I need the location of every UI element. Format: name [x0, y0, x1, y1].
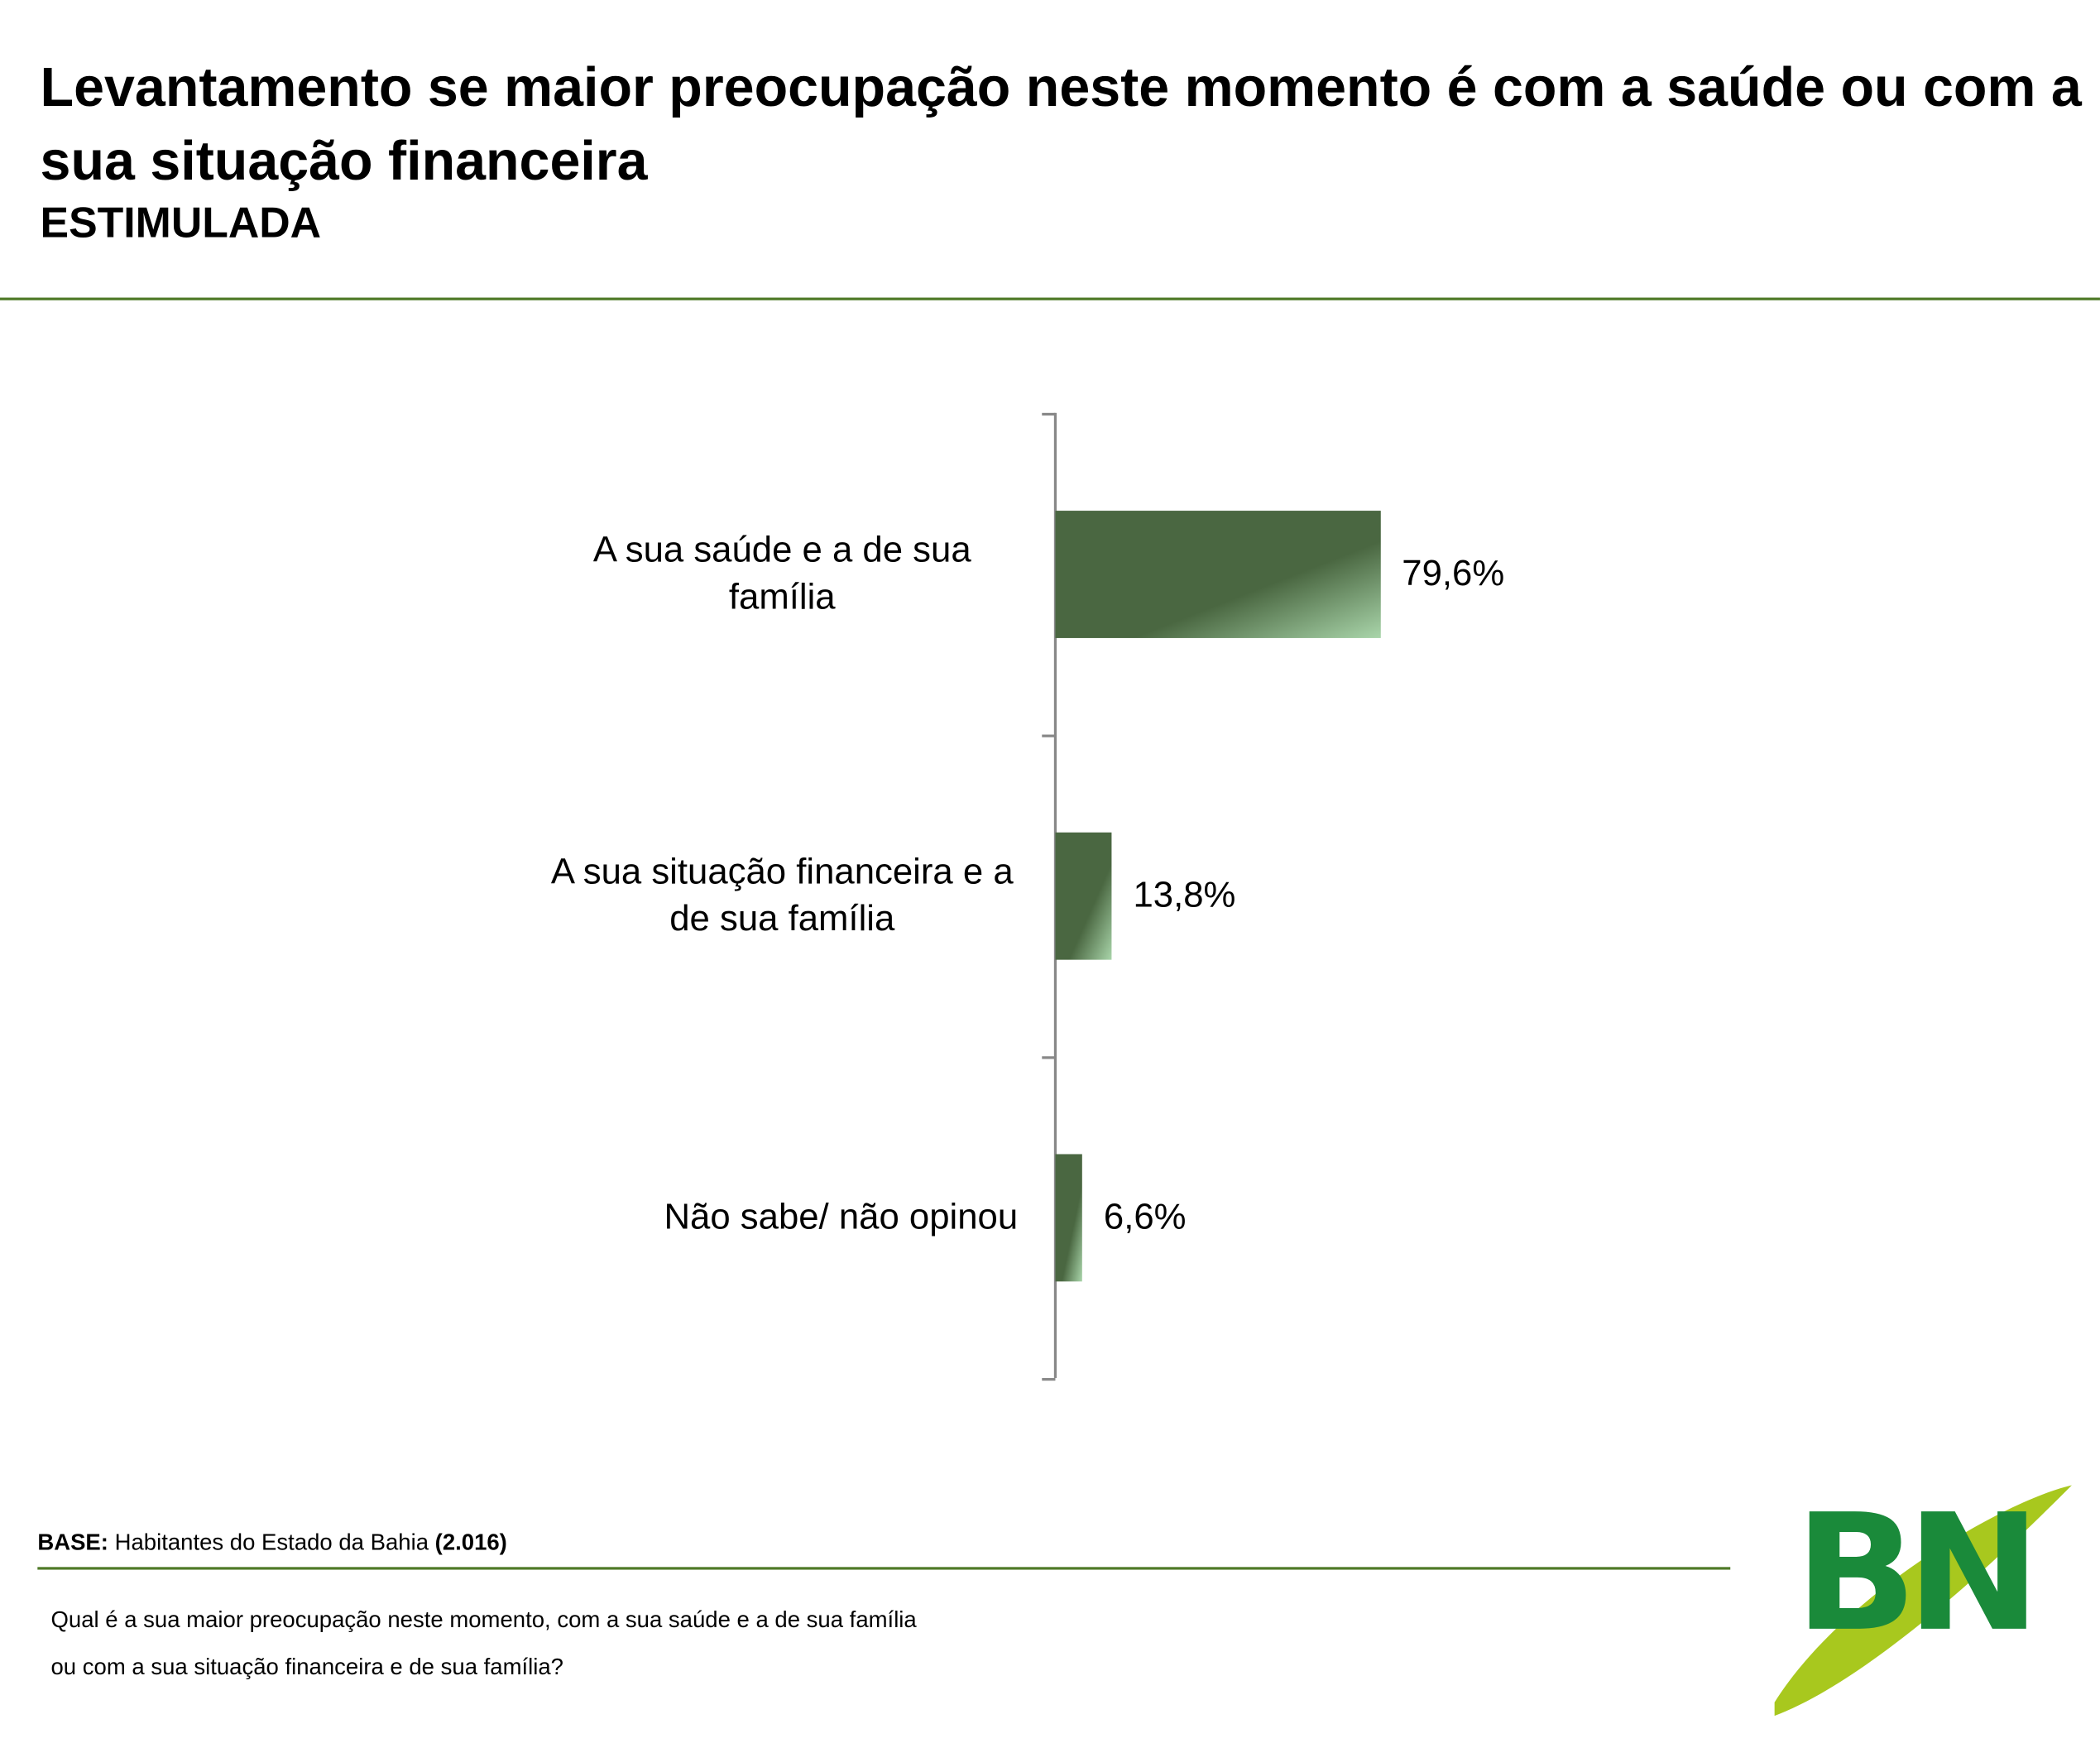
value-label: 79,6% — [1402, 553, 1505, 593]
header-rule — [0, 297, 2100, 300]
axis-tick — [1042, 412, 1056, 416]
chart-title: Levantamento se maior preocupação neste … — [40, 56, 2082, 192]
value-label: 13,8% — [1133, 874, 1236, 915]
chart-subtitle: ESTIMULADA — [40, 198, 322, 247]
value-label: 6,6% — [1103, 1196, 1187, 1237]
bar — [1055, 1153, 1083, 1281]
category-label: A sua saúde e a de sua família — [546, 527, 1018, 621]
question-text: Qual é a sua maior preocupação neste mom… — [50, 1606, 917, 1633]
footer-rule — [37, 1567, 1731, 1570]
logo-swoosh — [1774, 1485, 2072, 1717]
question-text: ou com a sua situação financeira e de su… — [50, 1654, 564, 1680]
base-text: Habitantes do Estado da Bahia — [114, 1529, 429, 1555]
category-label: Não sabe/ não opinou — [664, 1193, 1018, 1241]
bar — [1055, 510, 1381, 638]
bar — [1055, 831, 1112, 959]
category-label: A sua situação financeira e a de sua fam… — [546, 848, 1018, 942]
base-count: (2.016) — [434, 1529, 507, 1555]
category-text: Não sabe/ não opinou — [664, 1196, 1019, 1237]
category-text: A sua situação financeira e a de sua fam… — [550, 851, 1014, 939]
axis-tick — [1042, 734, 1056, 737]
axis-tick — [1042, 1377, 1056, 1381]
base-label: BASE: — [37, 1529, 108, 1555]
axis-tick — [1042, 1056, 1056, 1059]
base-note: BASE: Habitantes do Estado da Bahia (2.0… — [37, 1530, 507, 1556]
logo: BN — [1794, 1481, 2041, 1668]
category-text: A sua saúde e a de sua família — [592, 529, 971, 617]
